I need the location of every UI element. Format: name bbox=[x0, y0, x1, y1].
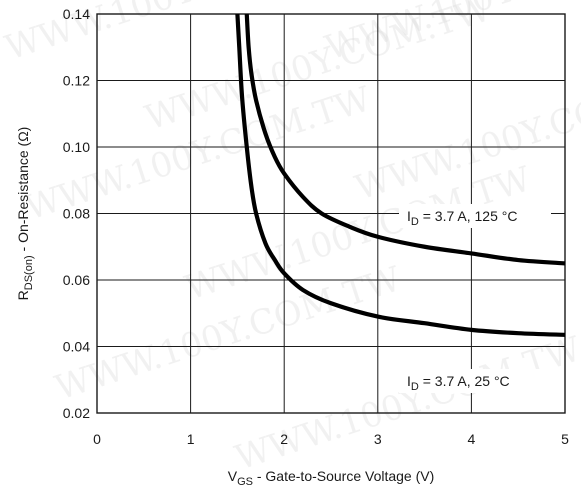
annotation-25c: ID = 3.7 A, 25 °C bbox=[399, 369, 551, 393]
series-label-sub: D bbox=[411, 381, 419, 393]
y-ticks: 0.02 0.04 0.06 0.08 0.10 0.12 0.14 bbox=[63, 6, 90, 421]
y-axis-label: RDS(on) - On-Resistance (Ω) bbox=[15, 127, 35, 301]
x-tick-label: 3 bbox=[374, 431, 382, 447]
x-axis-label-rest: - Gate-to-Source Voltage (V) bbox=[253, 468, 434, 484]
series-line-25c bbox=[235, 13, 566, 337]
annotation-background bbox=[399, 369, 551, 393]
x-axis-label-main: V bbox=[228, 468, 238, 484]
y-tick-label: 0.04 bbox=[63, 339, 90, 355]
x-tick-label: 1 bbox=[187, 431, 195, 447]
annotations: ID = 3.7 A, 125 °CID = 3.7 A, 25 °C bbox=[399, 204, 551, 393]
x-ticks: 0 1 2 3 4 5 bbox=[93, 431, 569, 447]
y-tick-label: 0.08 bbox=[63, 206, 90, 222]
series-label-main: I bbox=[407, 373, 411, 389]
y-axis-label-rest: - On-Resistance (Ω) bbox=[15, 127, 31, 256]
annotation-125c: ID = 3.7 A, 125 °C bbox=[399, 204, 551, 228]
series-label-sub: D bbox=[411, 216, 419, 228]
y-axis-label-sub: DS(on) bbox=[23, 255, 35, 290]
x-tick-label: 2 bbox=[280, 431, 288, 447]
series-layer bbox=[235, 13, 566, 337]
series-label-rest: = 3.7 A, 25 °C bbox=[419, 373, 510, 389]
x-tick-label: 4 bbox=[468, 431, 476, 447]
series-line-125c bbox=[244, 13, 566, 266]
y-tick-label: 0.06 bbox=[63, 272, 90, 288]
watermark-text: WWW.100Y.COM.TW bbox=[230, 329, 581, 478]
x-tick-label: 5 bbox=[561, 431, 569, 447]
annotation-background bbox=[399, 204, 551, 228]
y-tick-label: 0.02 bbox=[63, 405, 90, 421]
grid bbox=[97, 14, 565, 413]
x-tick-label: 0 bbox=[93, 431, 101, 447]
series-label: ID = 3.7 A, 125 °C bbox=[407, 208, 517, 228]
y-tick-label: 0.14 bbox=[63, 6, 90, 22]
x-axis-label-sub: GS bbox=[237, 476, 253, 488]
y-tick-label: 0.10 bbox=[63, 139, 90, 155]
plot-frame bbox=[96, 13, 566, 414]
y-tick-label: 0.12 bbox=[63, 73, 90, 89]
y-axis-label-main: R bbox=[15, 290, 31, 300]
series-label: ID = 3.7 A, 25 °C bbox=[407, 373, 510, 393]
series-label-main: I bbox=[407, 208, 411, 224]
x-axis-label: VGS - Gate-to-Source Voltage (V) bbox=[228, 468, 435, 488]
series-label-rest: = 3.7 A, 125 °C bbox=[419, 208, 518, 224]
